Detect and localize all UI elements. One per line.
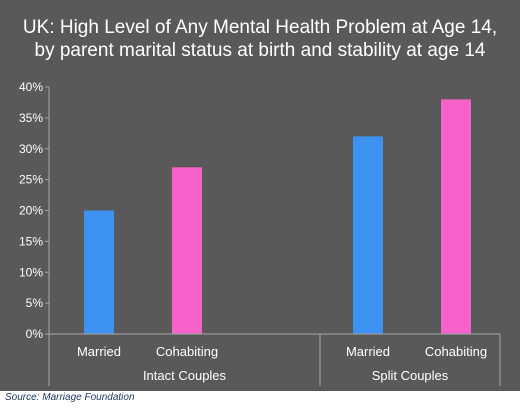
chart-title-line-1: UK: High Level of Any Mental Health Prob… [22,17,498,38]
y-tick-label: 0% [26,327,44,341]
y-tick-label: 15% [19,234,43,248]
bar-0-0 [84,210,114,334]
bar-chart: 0% 5% 10% 15% 20% 25% 30% 35% 40% Married Cohabiti… [19,80,501,386]
y-tick-label: 5% [26,296,44,310]
bar-1-1 [441,99,471,334]
x-category-label: Married [77,344,121,359]
x-category-label: Married [346,344,390,359]
x-category-label: Cohabiting [156,344,218,359]
bar-0-1 [172,167,202,334]
chart-title-line-2: by parent marital status at birth and st… [34,40,486,61]
x-group-label: Intact Couples [143,368,227,383]
x-group-label: Split Couples [372,368,449,383]
y-tick-label: 30% [19,142,43,156]
y-tick-label: 25% [19,173,43,187]
y-tick-label: 10% [19,265,43,279]
y-tick-label: 40% [19,80,43,94]
x-category-label: Cohabiting [425,344,487,359]
y-tick-label: 20% [19,204,43,218]
source-note: Source: Marriage Foundation [5,392,135,403]
y-tick-label: 35% [19,111,43,125]
bar-1-0 [353,136,383,334]
chart-plot-area: UK: High Level of Any Mental Health Prob… [0,0,520,391]
